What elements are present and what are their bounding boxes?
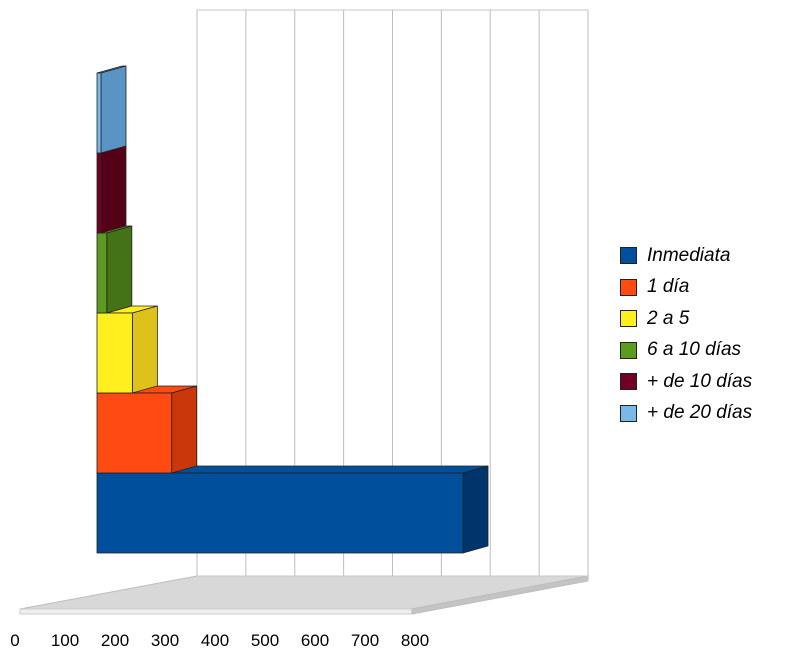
- legend-label: 1 día: [647, 276, 690, 298]
- legend-item-mas-de-10-dias: + de 10 días: [620, 366, 752, 398]
- bar-front-face: [96, 472, 464, 554]
- x-tick-label: 100: [51, 631, 79, 650]
- floor-side-edge: [411, 575, 589, 615]
- x-axis-tick-labels: 0 100 200 300 400 500 600 700 800: [10, 631, 429, 650]
- x-tick-label: 200: [101, 631, 129, 650]
- x-tick-label: 600: [301, 631, 329, 650]
- legend-swatch: [620, 278, 637, 296]
- legend-item-2-a-5: 2 a 5: [620, 303, 752, 335]
- bar-6-a-10-dias: [96, 225, 133, 314]
- x-tick-label: 500: [251, 631, 279, 650]
- bar-side-face: [171, 385, 198, 474]
- bar-side-face: [100, 145, 127, 234]
- legend-swatch: [620, 310, 637, 328]
- chart-floor: [19, 575, 589, 615]
- bar-2-a-5: [96, 305, 158, 394]
- legend-swatch: [620, 404, 637, 422]
- bar-side-face: [106, 225, 133, 314]
- x-tick-label: 400: [201, 631, 229, 650]
- legend-item-1-dia: 1 día: [620, 272, 752, 304]
- bar-front-face: [96, 312, 133, 394]
- bar-side-face: [131, 305, 158, 394]
- legend-swatch: [620, 247, 637, 265]
- bar-mas-de-10-dias: [96, 145, 127, 234]
- legend-label: 2 a 5: [647, 307, 690, 329]
- legend-item-mas-de-20-dias: + de 20 días: [620, 398, 752, 430]
- bar-inmediata: [96, 465, 489, 554]
- legend-label: 6 a 10 días: [647, 339, 742, 361]
- legend-swatch: [620, 341, 637, 359]
- bars: [96, 65, 489, 554]
- bar-1-dia: [96, 385, 198, 474]
- legend-label: + de 10 días: [647, 370, 753, 392]
- legend-label: + de 20 días: [647, 402, 753, 424]
- bar-front-face: [96, 392, 173, 474]
- bar-front-face: [96, 72, 102, 154]
- bar-side-face: [462, 465, 489, 554]
- bar-mas-de-20-dias: [96, 65, 127, 154]
- bar-side-face: [100, 65, 127, 154]
- bar-front-face: [96, 232, 108, 314]
- x-tick-label: 300: [151, 631, 179, 650]
- legend-label: Inmediata: [647, 244, 731, 266]
- legend-item-6-a-10-dias: 6 a 10 días: [620, 335, 752, 367]
- x-tick-label: 0: [10, 631, 19, 650]
- bar-front-face: [96, 152, 102, 234]
- legend-swatch: [620, 373, 637, 391]
- legend: Inmediata 1 día 2 a 5 6 a 10 días + de 1…: [620, 240, 752, 429]
- x-tick-label: 700: [351, 631, 379, 650]
- floor-front-edge: [19, 608, 413, 615]
- legend-item-inmediata: Inmediata: [620, 240, 752, 272]
- x-tick-label: 800: [401, 631, 429, 650]
